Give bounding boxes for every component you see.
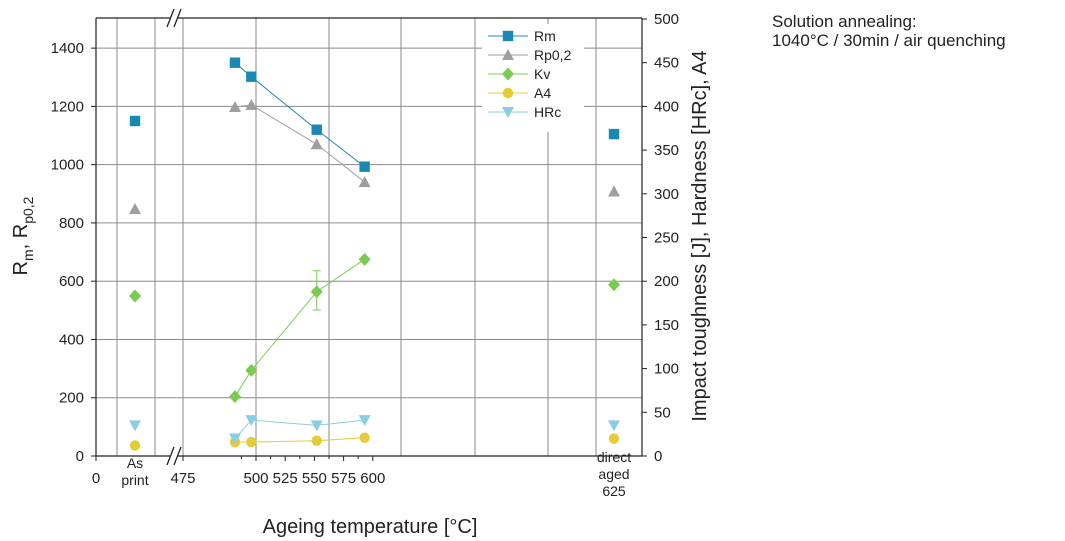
y-right-tick-label: 400 bbox=[654, 98, 679, 115]
series-line-rm bbox=[234, 62, 365, 168]
data-point-rp0-2 bbox=[129, 202, 141, 214]
x-tick-label: 475 bbox=[170, 470, 195, 487]
data-point-kv bbox=[310, 285, 323, 299]
y-right-tick-label: 350 bbox=[654, 142, 679, 159]
y-right-tick-label: 250 bbox=[654, 230, 679, 247]
x-axis-label: Ageing temperature [°C] bbox=[263, 516, 478, 538]
data-point-a4 bbox=[359, 432, 370, 443]
data-point-a4 bbox=[311, 435, 322, 446]
y-left-tick-label: 1400 bbox=[51, 40, 84, 57]
data-point-rp0-2 bbox=[310, 138, 323, 150]
x-tick-label: 0 bbox=[92, 470, 100, 487]
y-right-tick-label: 500 bbox=[654, 11, 679, 28]
y-axis-left-label-subscript: p0,2 bbox=[20, 196, 36, 223]
series-lines bbox=[234, 62, 365, 443]
legend-marker-rp0-2 bbox=[502, 49, 514, 60]
y-right-tick-label: 50 bbox=[654, 404, 671, 421]
y-axis-left-label-subscript: m bbox=[20, 249, 36, 261]
data-point-kv bbox=[608, 278, 620, 292]
series-line-kv bbox=[234, 258, 365, 397]
data-point-rp0-2 bbox=[228, 100, 241, 112]
y-axis-left-label: Rm, Rp0,2 bbox=[10, 196, 36, 275]
y-right-tick-label: 100 bbox=[654, 361, 679, 378]
x-category-label-direct-aged: aged bbox=[598, 466, 629, 482]
data-point-kv bbox=[129, 289, 141, 303]
x-tick-label: 500 bbox=[243, 470, 268, 487]
axis-break-mark bbox=[173, 8, 182, 28]
annotation-line-1: Solution annealing: bbox=[772, 12, 917, 31]
data-point-kv bbox=[228, 390, 241, 404]
data-point-hrc bbox=[245, 415, 258, 427]
y-right-tick-label: 300 bbox=[654, 186, 679, 203]
y-left-tick-label: 1000 bbox=[51, 157, 84, 174]
legend-label-a4: A4 bbox=[534, 85, 551, 101]
legend-marker-kv bbox=[502, 67, 514, 81]
data-point-rp0-2 bbox=[358, 176, 371, 188]
series-line-hrc bbox=[234, 419, 365, 439]
annotation-line-2: 1040°C / 30min / air quenching bbox=[772, 31, 1006, 50]
legend-label-rm: Rm bbox=[534, 28, 556, 44]
y-left-tick-label: 400 bbox=[59, 331, 84, 348]
series-markers bbox=[129, 57, 620, 451]
data-point-a4 bbox=[246, 436, 257, 448]
legend-label-rp0-2: Rp0,2 bbox=[534, 47, 572, 63]
data-point-hrc bbox=[129, 420, 141, 432]
x-tick-label: 600 bbox=[360, 470, 385, 487]
axis-break-mark bbox=[173, 446, 182, 466]
data-point-rm bbox=[229, 57, 241, 68]
data-point-rm bbox=[608, 128, 620, 140]
y-right-tick-label: 200 bbox=[654, 273, 679, 290]
x-category-label-direct-aged: 625 bbox=[602, 483, 626, 499]
axis-break-mark bbox=[166, 446, 175, 466]
y-left-tick-label: 1200 bbox=[51, 98, 84, 115]
data-point-rm bbox=[246, 71, 257, 82]
legend-label-kv: Kv bbox=[534, 66, 550, 82]
legend-marker-a4 bbox=[502, 87, 514, 99]
y-left-tick-label: 800 bbox=[59, 215, 84, 232]
y-axis-left-label-part: , R bbox=[10, 224, 32, 250]
data-point-hrc bbox=[608, 420, 620, 432]
data-point-a4 bbox=[608, 433, 620, 444]
legend-marker-rm bbox=[502, 30, 514, 42]
x-tick-label: 550 bbox=[302, 470, 327, 487]
y-right-tick-label: 0 bbox=[654, 448, 662, 465]
series-line-rp0-2 bbox=[234, 104, 365, 183]
x-category-label-as-print: print bbox=[121, 472, 148, 488]
x-category-label-as-print: As bbox=[127, 455, 143, 471]
data-point-rm bbox=[311, 124, 322, 135]
data-point-kv bbox=[358, 252, 371, 266]
y-left-tick-label: 0 bbox=[76, 448, 84, 465]
axis-break-mark bbox=[166, 8, 175, 28]
data-point-rm bbox=[129, 115, 141, 127]
y-right-tick-label: 150 bbox=[654, 317, 679, 334]
y-right-tick-label: 450 bbox=[654, 55, 679, 72]
y-axis-right-label: Impact toughness [J], Hardness [HRc], A4 bbox=[689, 50, 711, 421]
data-point-hrc bbox=[358, 415, 371, 427]
data-point-rp0-2 bbox=[245, 98, 258, 110]
series-line-a4 bbox=[234, 437, 365, 443]
data-point-hrc bbox=[228, 433, 241, 445]
annotation: Solution annealing: 1040°C / 30min / air… bbox=[772, 12, 1006, 50]
data-point-kv bbox=[245, 363, 258, 377]
x-category-label-direct-aged: direct bbox=[597, 449, 631, 465]
y-left-tick-label: 600 bbox=[59, 273, 84, 290]
data-point-rm bbox=[359, 161, 370, 172]
x-tick-label: 575 bbox=[331, 470, 356, 487]
y-axis-left-label-part: R bbox=[10, 261, 32, 275]
data-point-hrc bbox=[310, 420, 323, 432]
y-left-tick-label: 200 bbox=[59, 390, 84, 407]
axes: 0 475 500 525 550 575 600Asprintdirectaged6250… bbox=[51, 11, 679, 499]
legend: Rm Rp0,2 Kv A4 HRc bbox=[482, 24, 584, 132]
data-point-rp0-2 bbox=[608, 185, 620, 197]
legend-background bbox=[482, 24, 584, 132]
legend-marker-hrc bbox=[502, 107, 514, 118]
x-tick-label: 525 bbox=[273, 470, 298, 487]
legend-label-hrc: HRc bbox=[534, 104, 561, 120]
data-point-a4 bbox=[129, 440, 141, 451]
